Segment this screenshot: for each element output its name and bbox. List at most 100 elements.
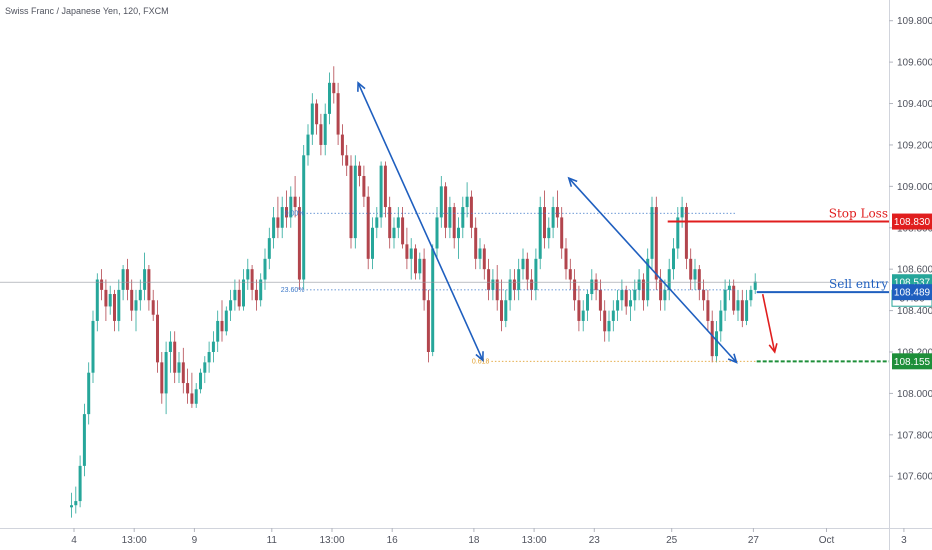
move-arrow-1-line: [357, 82, 484, 361]
candle-body: [207, 352, 211, 363]
candle-body: [594, 279, 598, 290]
candle-body: [469, 196, 473, 228]
candle-body: [328, 82, 331, 114]
candle-body: [181, 362, 185, 384]
candle-body: [392, 227, 396, 239]
candle-body: [203, 362, 207, 373]
move-arrow-1-head-start: [357, 81, 366, 92]
candle-body: [732, 285, 736, 311]
candle-body: [465, 196, 469, 208]
candle-body: [366, 196, 370, 259]
candle-body: [740, 300, 744, 321]
candle-body: [590, 279, 594, 295]
candle-body: [525, 258, 529, 280]
x-tick-labels: 4 13:00 9 11 13:00 16 18 13:00 23 25 27 Oct 3: [71, 528, 907, 546]
target-price-tag: 108.155: [894, 357, 931, 368]
candle-body: [504, 300, 508, 321]
candle-body: [719, 310, 723, 332]
move-arrow-1-head: [475, 351, 484, 362]
candle-body: [650, 207, 654, 259]
sell-entry-label: Sell entry: [829, 277, 888, 291]
candle-body: [603, 310, 607, 332]
candle-body: [383, 165, 387, 208]
candle-body: [156, 314, 159, 363]
candle-body: [259, 279, 263, 301]
candle-body: [297, 207, 301, 280]
candle-body: [379, 165, 383, 218]
candle-body: [272, 217, 276, 239]
candle-body: [143, 269, 147, 290]
red-target-arrow-line: [761, 293, 776, 353]
candle-body: [452, 207, 456, 239]
candle-body: [177, 362, 181, 373]
move-arrow-2-head: [727, 353, 738, 364]
candle-body: [237, 289, 241, 307]
x-tick-label: 27: [748, 535, 760, 546]
candle-body: [543, 207, 546, 239]
candle-body: [422, 258, 426, 301]
candle-body: [697, 269, 701, 290]
candle-body: [478, 248, 482, 259]
y-tick-label: 109.000: [897, 182, 932, 193]
candle-body: [263, 258, 267, 280]
candle-body: [706, 300, 710, 321]
candle-body: [323, 113, 327, 145]
chart-title: Swiss Franc / Japanese Yen, 120, FXCM: [5, 6, 169, 16]
x-tick-label: 13:00: [319, 535, 344, 546]
candle-body: [439, 186, 443, 218]
candle-body: [388, 207, 392, 239]
candle-body: [547, 227, 551, 239]
sell-entry-price-tag-bg: [892, 284, 932, 301]
candle-body: [409, 248, 413, 259]
candle-body: [82, 414, 86, 466]
candle-body: [598, 289, 602, 311]
candle-body: [164, 352, 168, 394]
candle-body: [130, 289, 134, 311]
candle-body: [100, 279, 104, 290]
candle-body: [512, 279, 516, 290]
candle-body: [358, 165, 362, 176]
candle-body: [340, 134, 344, 156]
candles: [70, 66, 757, 518]
candle-body: [349, 165, 353, 239]
candle-body: [233, 289, 237, 301]
y-tick-label: 107.800: [897, 430, 932, 441]
candle-body: [280, 207, 284, 228]
fib-label-618: 0.618: [472, 358, 490, 365]
candle-body: [220, 320, 224, 332]
candle-body: [375, 217, 379, 228]
candle-body: [500, 300, 503, 321]
candle-body: [186, 383, 190, 394]
move-arrow-2-head-start: [567, 176, 578, 187]
candle-body: [474, 227, 478, 259]
candle-body: [624, 289, 628, 307]
candle-body: [629, 300, 632, 307]
candle-body: [190, 393, 194, 404]
candle-body: [336, 93, 340, 135]
candle-body: [319, 124, 323, 145]
candle-body: [151, 300, 155, 315]
fib-label-0: 0.00%: [285, 210, 305, 217]
candle-body: [491, 279, 495, 290]
x-tick-label: 3: [901, 535, 907, 546]
candle-body: [444, 186, 448, 228]
candle-body: [426, 300, 430, 352]
candle-body: [353, 165, 357, 239]
current-price-tag: 108.537: [894, 278, 931, 289]
candle-body: [573, 279, 577, 301]
candle-body: [306, 134, 310, 156]
stop-loss-price-tag: 108.830: [894, 217, 931, 228]
x-tick-label: 18: [468, 535, 480, 546]
candle-body: [753, 281, 757, 290]
candle-body: [121, 269, 125, 290]
candle-body: [693, 269, 697, 280]
candle-body: [224, 310, 228, 332]
candle-body: [620, 289, 624, 301]
target-price-tag-bg: [892, 353, 932, 370]
candle-body: [448, 207, 452, 228]
candle-body: [564, 248, 568, 270]
candle-body: [633, 289, 637, 301]
